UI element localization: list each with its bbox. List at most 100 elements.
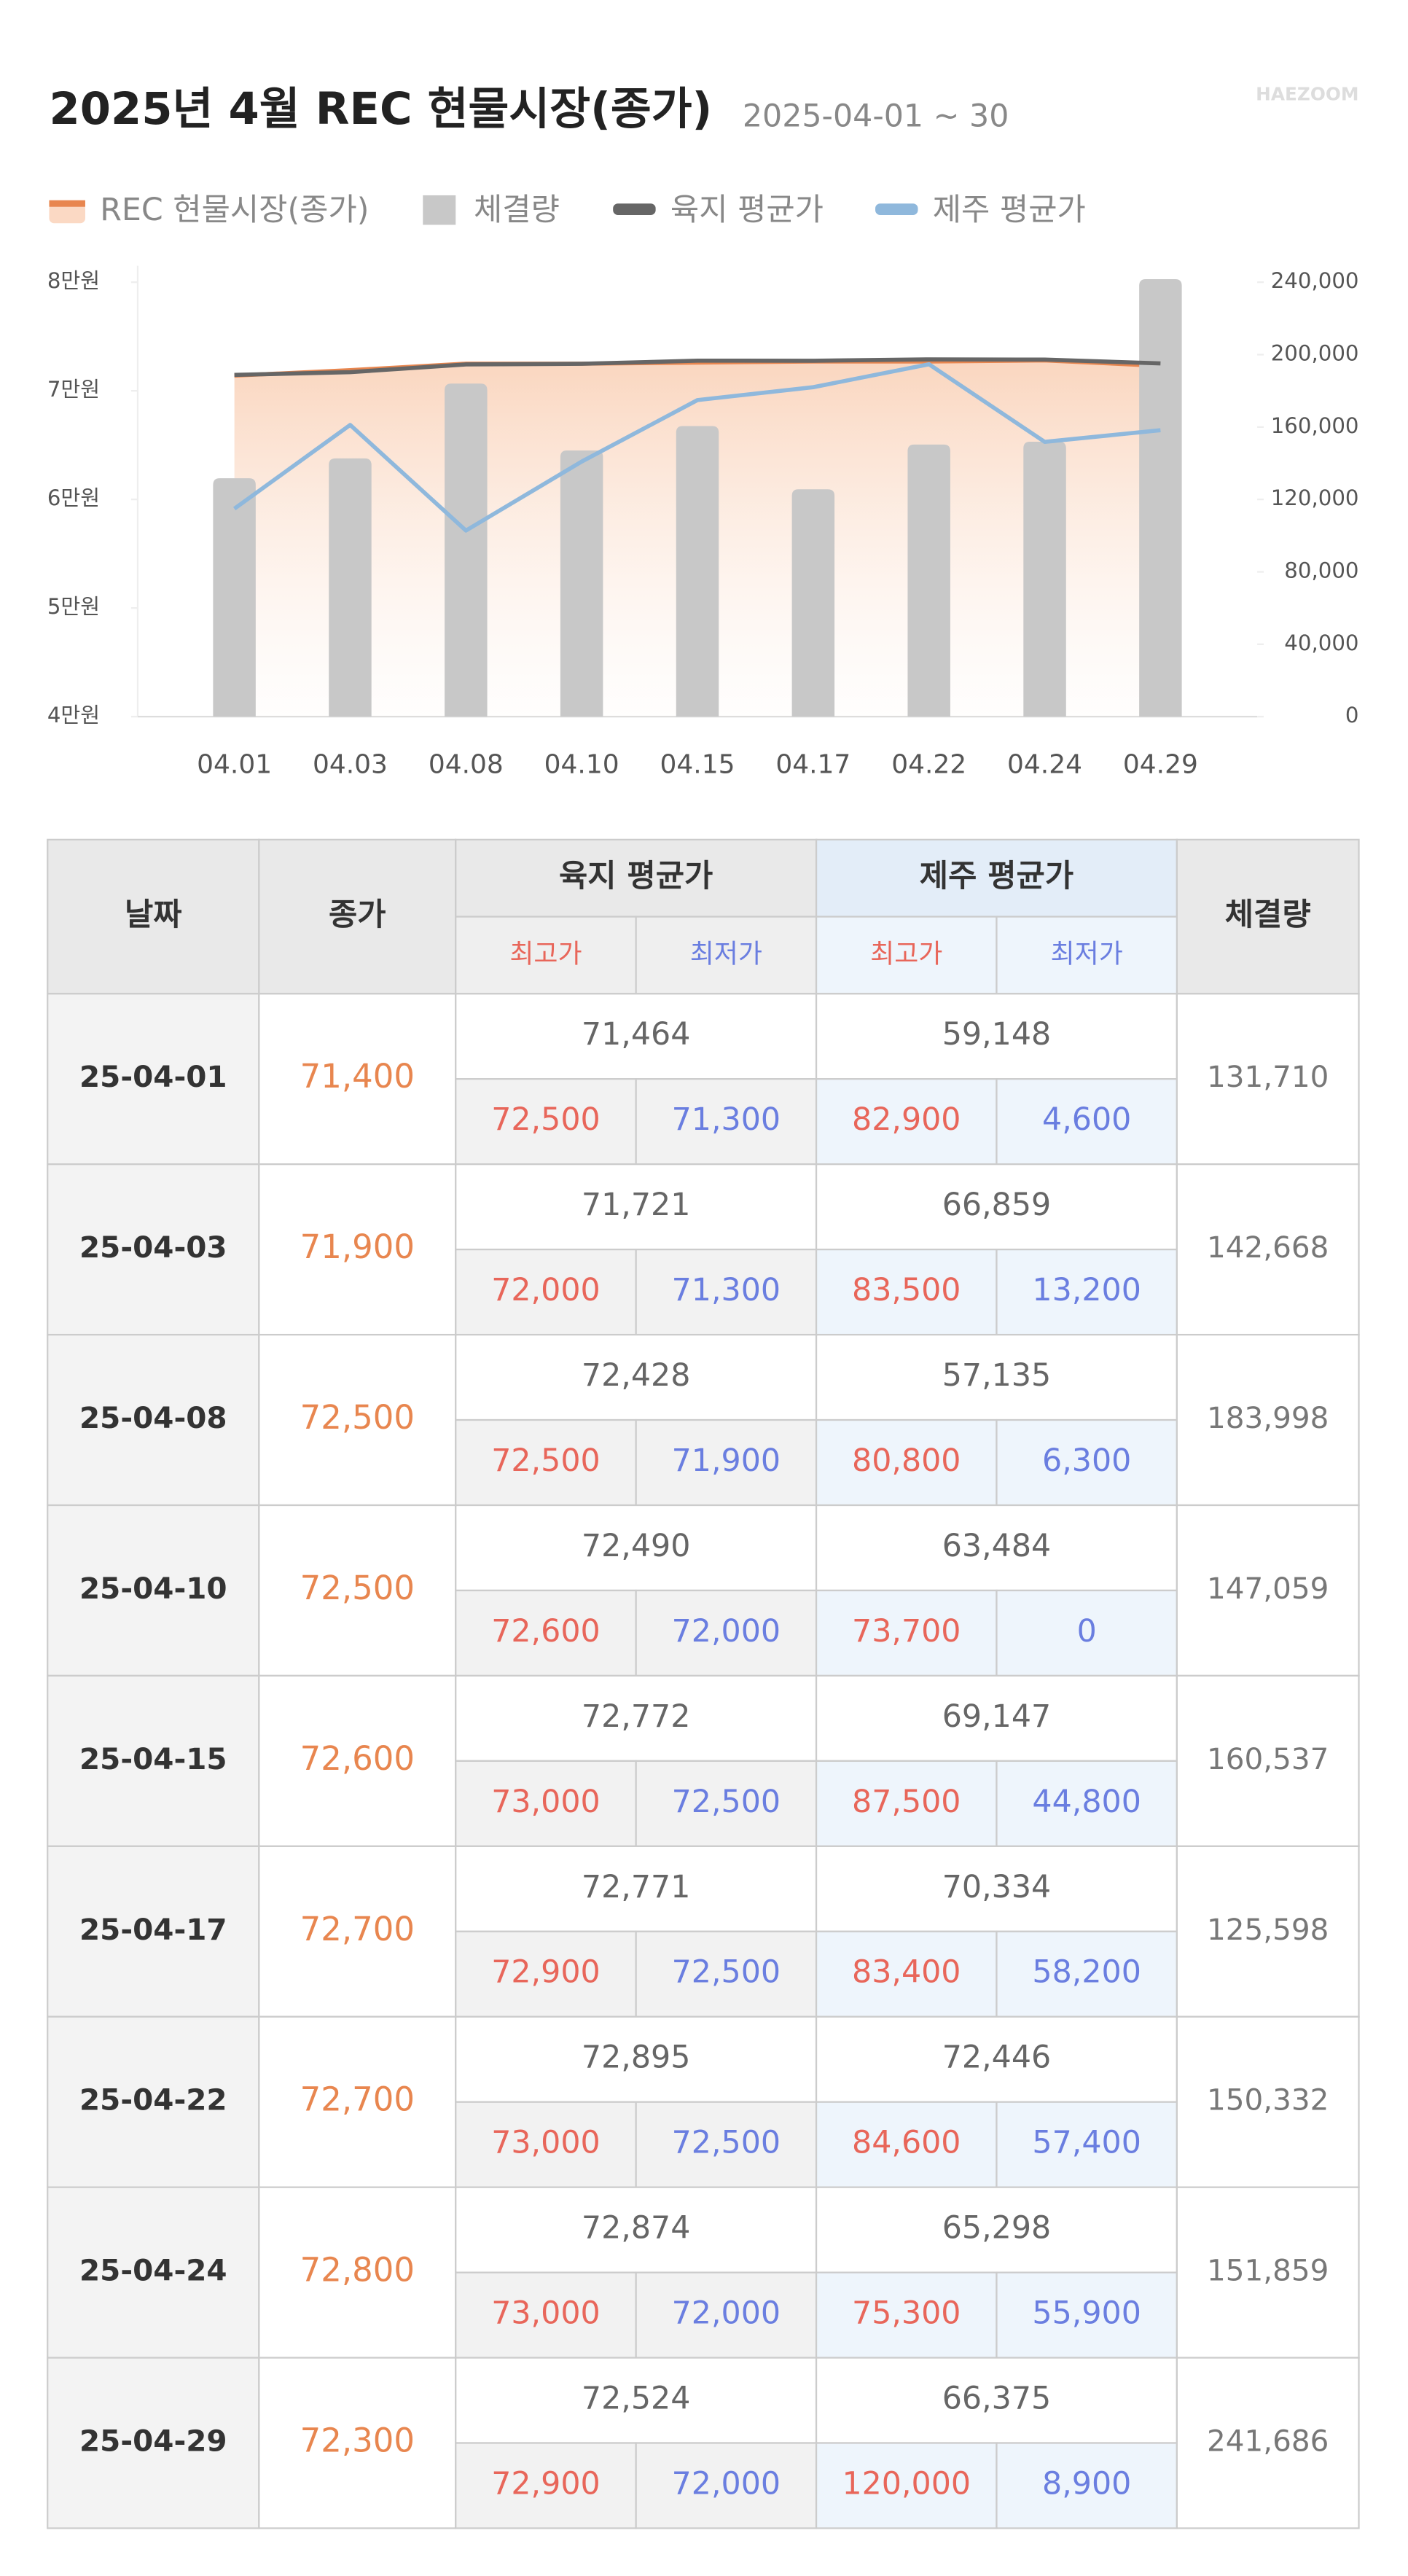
table-cell <box>455 2357 818 2444</box>
table-cell <box>455 916 637 995</box>
table-cell <box>1176 2015 1360 2188</box>
table-cell <box>455 1249 637 1336</box>
line <box>234 357 1161 378</box>
table-cell <box>635 2271 818 2359</box>
table-cell <box>996 1249 1178 1336</box>
cell-text: 72,000 <box>672 2295 781 2332</box>
cell-text: 73,700 <box>852 1613 961 1650</box>
table-cell <box>996 2101 1178 2188</box>
cell-text: 63,484 <box>942 1528 1051 1564</box>
cell-text: 71,464 <box>582 1016 690 1053</box>
y-tick-label: 8만원 <box>47 268 100 293</box>
cell-text: 80,800 <box>852 1443 961 1479</box>
cell-text: 72,000 <box>491 1272 600 1308</box>
table-cell <box>996 1760 1178 1847</box>
cell-text: 25-04-24 <box>79 2253 227 2288</box>
bar <box>676 426 719 717</box>
cell-text: 72,490 <box>582 1528 690 1564</box>
cell-text: 72,000 <box>672 1613 781 1650</box>
table-cell <box>635 1589 818 1677</box>
x-tick-label: 04.29 <box>1123 750 1198 780</box>
table-cell <box>635 2101 818 2188</box>
cell-text: 72,500 <box>300 1569 415 1607</box>
table-cell <box>635 1760 818 1847</box>
cell-text: 72,000 <box>672 2465 781 2502</box>
cell-text: 44,800 <box>1032 1784 1141 1820</box>
table-cell <box>1176 2186 1360 2359</box>
table-cell <box>996 916 1178 995</box>
cell-text: 72,772 <box>582 1698 690 1735</box>
table-cell <box>815 838 1178 918</box>
cell-text: 241,686 <box>1207 2424 1329 2459</box>
legend-label: 육지 평균가 <box>670 192 824 228</box>
cell-text: 8,900 <box>1042 2465 1131 2502</box>
table-cell <box>258 1333 457 1507</box>
bar <box>1139 278 1182 717</box>
cell-text: 87,500 <box>852 1784 961 1820</box>
cell-text: 57,400 <box>1032 2125 1141 2161</box>
table-cell <box>815 1163 1178 1251</box>
cell-text: 183,998 <box>1207 1400 1329 1435</box>
table-cell <box>815 1589 998 1677</box>
legend-swatch <box>875 203 918 215</box>
table-cell <box>455 1674 818 1762</box>
cell-text: 71,300 <box>672 1272 781 1308</box>
table-cell <box>996 2442 1178 2529</box>
table-cell <box>455 1333 818 1421</box>
cell-text: 25-04-29 <box>79 2424 227 2459</box>
table-cell <box>996 1078 1178 1166</box>
table-cell <box>47 1674 260 1847</box>
table-cell <box>47 2357 260 2529</box>
cell-text: 150,332 <box>1207 2083 1329 2118</box>
cell-text: 72,428 <box>582 1357 690 1394</box>
bar <box>560 450 603 717</box>
x-tick-label: 04.10 <box>544 750 619 780</box>
cell-text: 151,859 <box>1207 2253 1329 2288</box>
table-cell <box>1176 1163 1360 1336</box>
legend-swatch <box>423 195 456 225</box>
title: 2025년 4월 REC 현물시장(종가) <box>49 84 712 135</box>
cell-text: 25-04-01 <box>79 1059 227 1094</box>
cell-text: 125,598 <box>1207 1912 1329 1947</box>
x-tick-label: 04.01 <box>197 750 272 780</box>
table-cell <box>1176 1504 1360 1677</box>
cell-text: 72,771 <box>582 1869 690 1905</box>
cell-text: 147,059 <box>1207 1571 1329 1606</box>
cell-text: 71,400 <box>300 1057 415 1096</box>
cell-text: 71,300 <box>672 1101 781 1138</box>
table-cell <box>455 1930 637 2018</box>
legend-label: REC 현물시장(종가) <box>100 192 369 228</box>
cell-text: 72,524 <box>582 2381 690 2417</box>
table-cell <box>635 1078 818 1166</box>
cell-text: 71,900 <box>300 1227 415 1266</box>
y-tick-label: 4만원 <box>47 703 100 727</box>
y2-tick-label: 80,000 <box>1284 558 1358 583</box>
cell-text: 120,000 <box>842 2465 971 2502</box>
cell-text: 73,000 <box>491 1784 600 1820</box>
legend-swatch <box>49 203 85 224</box>
table-cell <box>996 2271 1178 2359</box>
cell-text: 72,895 <box>582 2040 690 2076</box>
table-cell <box>996 1930 1178 2018</box>
cell-text: 25-04-08 <box>79 1400 227 1435</box>
x-tick-label: 04.15 <box>660 750 735 780</box>
cell-text: 72,900 <box>491 1954 600 1991</box>
bar <box>445 383 488 717</box>
table-cell <box>258 1845 457 2018</box>
cell-text: 71,721 <box>582 1187 690 1223</box>
cell-text: 최고가 <box>870 939 942 969</box>
table-cell <box>815 1418 998 1507</box>
cell-text: 71,900 <box>672 1443 781 1479</box>
table-cell <box>455 2186 818 2273</box>
y2-tick-label: 0 <box>1345 703 1359 727</box>
table-cell <box>455 1078 637 1166</box>
table-cell <box>455 2101 637 2188</box>
subtitle: 2025-04-01 ~ 30 <box>743 98 1009 135</box>
cell-text: 날짜 <box>125 897 182 933</box>
cell-text: 84,600 <box>852 2125 961 2161</box>
table-cell <box>635 1930 818 2018</box>
table-cell <box>455 1163 818 1251</box>
table-cell <box>635 916 818 995</box>
y-tick-label: 6만원 <box>47 485 100 510</box>
cell-text: 4,600 <box>1042 1101 1131 1138</box>
